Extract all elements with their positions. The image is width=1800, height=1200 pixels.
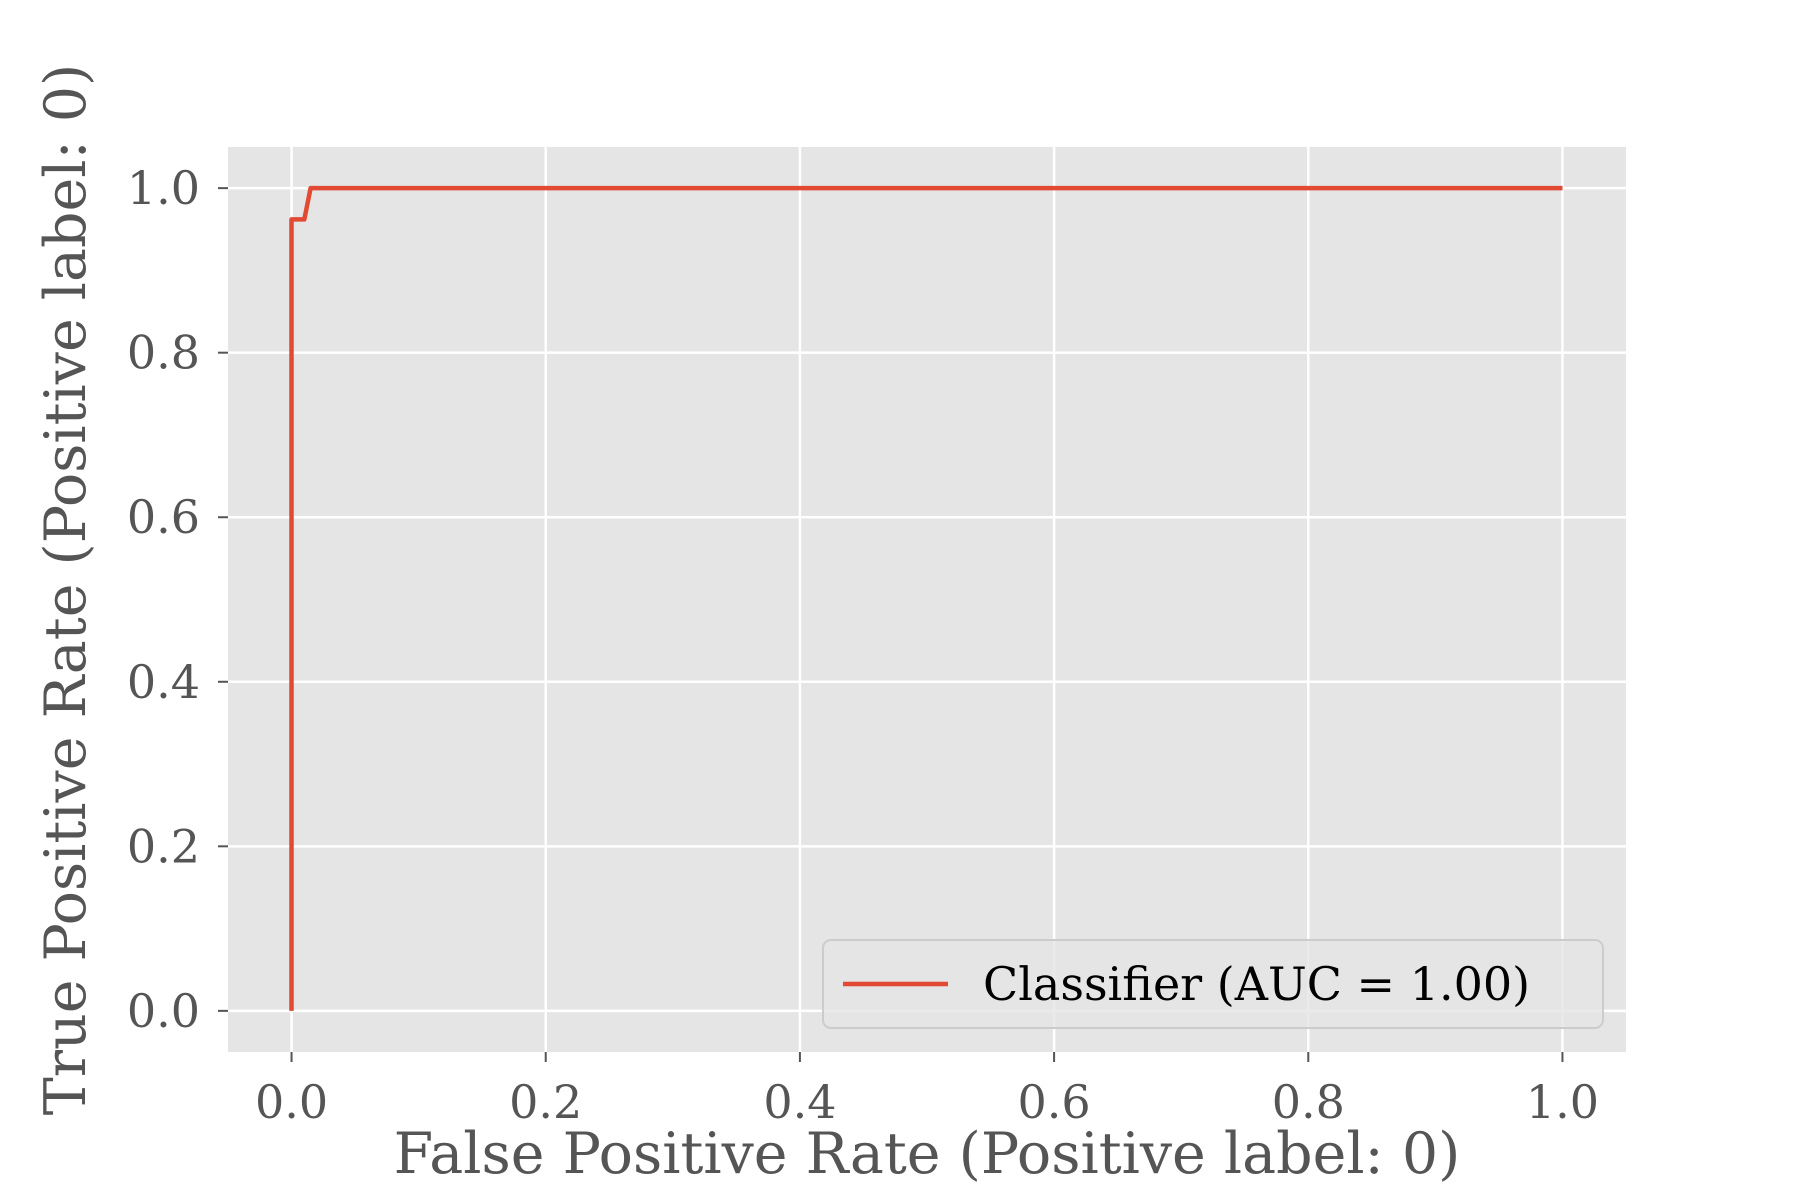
y-tick-label: 0.4	[127, 655, 200, 709]
x-tick-label: 0.4	[763, 1075, 836, 1129]
legend: Classifier (AUC = 1.00)	[822, 939, 1604, 1029]
y-tick-label: 0.8	[127, 326, 200, 380]
series-line	[289, 185, 1563, 1011]
x-axis-ticks: 0.0 0.2 0.4 0.6 0.8 1.0	[255, 1052, 1599, 1129]
y-axis-ticks: 0.0 0.2 0.4 0.6 0.8 1.0	[127, 161, 228, 1038]
y-axis-label: True Positive Rate (Positive label: 0)	[33, 64, 99, 1116]
y-tick-label: 1.0	[127, 161, 200, 215]
x-tick-label: 0.8	[1272, 1075, 1345, 1129]
y-tick-label: 0.6	[127, 490, 200, 544]
x-axis-label: False Positive Rate (Positive label: 0)	[394, 1121, 1461, 1187]
series-lines	[289, 185, 1563, 1011]
plot-background	[228, 147, 1626, 1052]
x-tick-label: 0.6	[1018, 1075, 1091, 1129]
legend-label: Classifier (AUC = 1.00)	[983, 957, 1530, 1011]
x-tick-label: 1.0	[1526, 1075, 1599, 1129]
x-tick-label: 0.2	[509, 1075, 582, 1129]
y-tick-label: 0.0	[127, 984, 200, 1038]
y-tick-label: 0.2	[127, 819, 200, 873]
legend-box	[822, 939, 1604, 1029]
x-tick-label: 0.0	[255, 1075, 328, 1129]
